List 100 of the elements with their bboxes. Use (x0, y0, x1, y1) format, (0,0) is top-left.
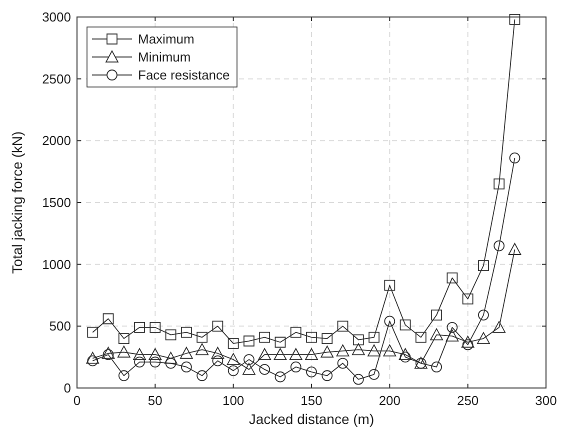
point (196, 332, 208, 343)
point (290, 326, 302, 338)
point (337, 358, 348, 369)
point (431, 362, 442, 372)
legend-label: Minimum (138, 50, 191, 64)
point (306, 366, 317, 378)
point (430, 328, 444, 340)
point (494, 240, 505, 252)
point (196, 370, 208, 382)
x-tick-label: 250 (456, 393, 479, 408)
point (461, 336, 474, 348)
point (228, 365, 239, 376)
point (383, 344, 396, 356)
point (180, 362, 192, 372)
y-axis-title: Total jacking force (kN) (9, 131, 25, 274)
point (134, 356, 145, 368)
point (102, 346, 115, 359)
point (446, 272, 458, 284)
point (446, 330, 459, 342)
point (509, 152, 520, 164)
point (86, 352, 100, 364)
point (244, 336, 254, 346)
point (462, 339, 474, 350)
point (102, 313, 114, 324)
point (133, 348, 146, 360)
x-tick-label: 50 (148, 393, 162, 408)
point (320, 346, 334, 358)
point (87, 355, 98, 366)
point (492, 320, 506, 333)
point (258, 348, 272, 360)
point (322, 370, 333, 382)
point (306, 332, 317, 343)
point (477, 332, 490, 344)
point (400, 352, 411, 363)
y-tick-label: 1500 (42, 195, 71, 210)
point (478, 310, 489, 320)
point (180, 326, 192, 338)
x-tick-label: 200 (378, 393, 401, 408)
point (212, 355, 224, 366)
point (352, 343, 365, 356)
point (274, 336, 286, 348)
point (352, 334, 364, 346)
point (165, 358, 176, 369)
y-tick-label: 1000 (42, 256, 71, 272)
point (180, 346, 193, 359)
point (118, 333, 130, 344)
point (415, 332, 426, 343)
point (400, 319, 411, 330)
point (150, 322, 161, 333)
y-tick-label: 3000 (42, 10, 71, 24)
point (87, 326, 98, 338)
point (118, 370, 130, 382)
point (134, 322, 145, 333)
point (289, 348, 302, 360)
point (352, 374, 364, 385)
y-tick-label: 2500 (42, 71, 71, 86)
point (368, 368, 380, 380)
point (196, 343, 209, 356)
point (244, 354, 254, 365)
point (446, 322, 458, 333)
point (337, 320, 348, 332)
legend-label: Maximum (138, 32, 194, 46)
x-tick-label: 300 (535, 393, 557, 408)
point (117, 346, 130, 358)
point (212, 320, 224, 332)
point (305, 348, 318, 360)
point (478, 260, 489, 272)
point (431, 310, 442, 320)
point (259, 332, 270, 343)
y-tick-label: 500 (49, 318, 71, 334)
point (226, 353, 240, 366)
x-tick-label: 150 (300, 393, 322, 408)
point (509, 14, 520, 25)
x-tick-label: 0 (73, 393, 81, 408)
point (274, 348, 287, 360)
point (150, 356, 161, 368)
point (462, 294, 474, 304)
point (148, 348, 162, 360)
point (384, 316, 396, 327)
point (211, 346, 224, 359)
point (102, 349, 114, 360)
legend-label: Face resistance (138, 68, 230, 82)
point (228, 338, 239, 349)
point (336, 344, 350, 356)
y-tick-label: 0 (64, 380, 71, 396)
point (322, 333, 333, 344)
y-tick-label: 2000 (42, 133, 71, 148)
point (508, 243, 522, 255)
point (368, 344, 380, 356)
x-tick-label: 100 (222, 393, 244, 408)
x-axis-title: Jacked distance (m) (248, 411, 374, 427)
point (494, 178, 505, 190)
point (398, 348, 412, 360)
point (368, 332, 380, 343)
point (242, 363, 256, 375)
point (274, 371, 286, 382)
point (165, 329, 176, 340)
point (164, 352, 178, 364)
point (290, 362, 302, 372)
point (384, 280, 396, 291)
